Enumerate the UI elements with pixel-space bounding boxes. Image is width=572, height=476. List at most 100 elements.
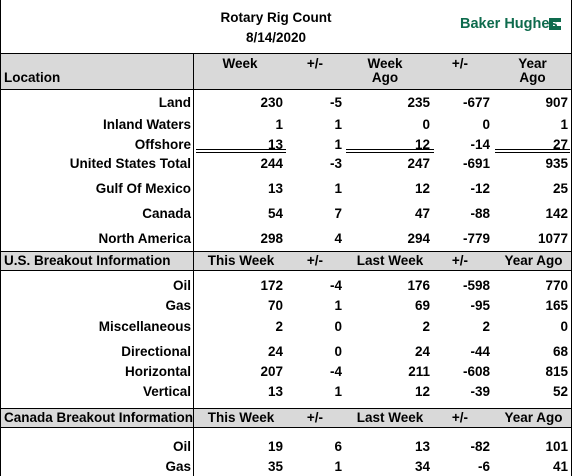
location-row-cell-year-ago: 1: [560, 117, 568, 132]
canada-row-row-label: Oil: [172, 439, 191, 454]
location-label: Location: [4, 70, 61, 85]
us-row-cell-change-year: -39: [470, 384, 490, 399]
location-header-band: [0, 53, 572, 89]
canada-row-cell-change: 6: [334, 439, 342, 454]
location-row-cell-week: 1: [275, 117, 283, 132]
us-row-cell-change: 0: [334, 344, 342, 359]
grid-line: [0, 0, 1, 476]
location-row-cell-week: 230: [260, 95, 283, 110]
grid-line: [193, 53, 194, 476]
rule: [0, 427, 572, 428]
canada-col-year-ago: Year Ago: [504, 410, 563, 425]
us-row-cell-change-year: 2: [482, 319, 490, 334]
us-col-change-year: +/-: [451, 253, 469, 268]
canada-row-cell-year-ago: 101: [545, 439, 568, 454]
location-row-cell-week: 13: [267, 181, 283, 196]
location-row-row-label: United States Total: [69, 156, 191, 171]
location-row-cell-change-year: -12: [470, 181, 490, 196]
canada-row-cell-week-ago: 34: [414, 459, 430, 474]
us-row-cell-change-year: -44: [470, 344, 490, 359]
us-row-cell-week: 207: [260, 364, 283, 379]
location-row-cell-week-ago: 294: [407, 231, 430, 246]
us-row-cell-week-ago: 24: [414, 344, 430, 359]
location-row-row-label: North America: [98, 231, 191, 246]
us-row-cell-year-ago: 68: [552, 344, 568, 359]
location-row-cell-change-year: -677: [462, 95, 490, 110]
location-row-cell-year-ago: 907: [545, 95, 568, 110]
location-row-cell-year-ago: 142: [545, 206, 568, 221]
total-underline: [495, 149, 570, 153]
col-week: Week: [222, 56, 258, 71]
us-row-cell-week-ago: 211: [408, 364, 430, 379]
baker-hughes-logo: Baker Hughes: [460, 16, 558, 32]
us-row-cell-change-year: -598: [462, 278, 490, 293]
us-row-row-label: Miscellaneous: [98, 319, 191, 334]
location-row-row-label: Offshore: [134, 137, 191, 152]
us-breakout-label: U.S. Breakout Information: [4, 253, 171, 268]
location-row-cell-year-ago: 935: [545, 156, 568, 171]
canada-row-cell-change-year: -82: [470, 439, 490, 454]
location-row-cell-year-ago: 27: [552, 137, 568, 152]
us-row-cell-week: 70: [267, 298, 283, 313]
location-row-cell-week-ago: 12: [414, 137, 430, 152]
location-row-cell-week: 54: [267, 206, 283, 221]
col-week-ago-line2: Ago: [371, 70, 399, 85]
location-row-cell-week: 298: [260, 231, 283, 246]
us-row-cell-year-ago: 815: [545, 364, 568, 379]
us-row-cell-change: -4: [329, 364, 342, 379]
us-row-row-label: Gas: [165, 298, 191, 313]
location-row-cell-week-ago: 235: [407, 95, 430, 110]
us-col-change: +/-: [306, 253, 324, 268]
us-row-cell-week-ago: 69: [414, 298, 430, 313]
location-row-cell-change-year: 0: [482, 117, 490, 132]
location-row-row-label: Land: [158, 95, 191, 110]
us-col-last-week: Last Week: [356, 253, 424, 268]
location-row-cell-change: -5: [329, 95, 342, 110]
canada-col-change: +/-: [306, 410, 324, 425]
us-row-cell-week: 24: [267, 344, 283, 359]
us-row-row-label: Vertical: [142, 384, 191, 399]
location-row-cell-change: 4: [334, 231, 342, 246]
location-row-cell-week-ago: 47: [414, 206, 430, 221]
us-row-cell-week: 172: [260, 278, 283, 293]
location-row-cell-week-ago: 12: [414, 181, 430, 196]
us-row-cell-week: 2: [275, 319, 283, 334]
report-title: Rotary Rig Count: [220, 10, 332, 25]
location-row-row-label: Gulf Of Mexico: [95, 181, 191, 196]
col-year-ago-line2: Ago: [519, 70, 546, 85]
us-row-cell-week-ago: 176: [407, 278, 430, 293]
canada-row-cell-year-ago: 41: [552, 459, 568, 474]
location-row-row-label: Canada: [142, 206, 191, 221]
location-row-cell-week: 244: [260, 156, 283, 171]
us-row-cell-change-year: -608: [462, 364, 490, 379]
location-row-cell-year-ago: 25: [552, 181, 568, 196]
us-row-cell-year-ago: 52: [552, 384, 568, 399]
us-row-cell-change: -4: [329, 278, 342, 293]
us-row-cell-week-ago: 12: [414, 384, 430, 399]
rule: [0, 89, 572, 90]
us-row-cell-change-year: -95: [470, 298, 490, 313]
canada-row-cell-week-ago: 13: [414, 439, 430, 454]
us-col-year-ago: Year Ago: [504, 253, 563, 268]
location-row-cell-change: -3: [329, 156, 342, 171]
col-change: +/-: [306, 56, 324, 71]
total-underline: [196, 149, 286, 153]
location-row-cell-week: 13: [267, 137, 283, 152]
us-row-cell-week-ago: 2: [422, 319, 430, 334]
us-row-cell-change: 1: [334, 298, 342, 313]
rule: [0, 251, 572, 252]
us-row-cell-change: 1: [334, 384, 342, 399]
canada-row-cell-change-year: -6: [477, 459, 490, 474]
canada-row-cell-change: 1: [334, 459, 342, 474]
report-date: 8/14/2020: [245, 30, 307, 45]
location-row-cell-year-ago: 1077: [537, 231, 568, 246]
us-row-cell-change: 0: [334, 319, 342, 334]
us-row-cell-year-ago: 0: [560, 319, 568, 334]
col-year-ago-line1: Year: [518, 56, 547, 71]
col-change-year: +/-: [451, 56, 469, 71]
total-underline: [346, 149, 434, 153]
canada-breakout-header-band: [0, 408, 572, 427]
location-row-cell-change: 1: [334, 117, 342, 132]
location-row-row-label: Inland Waters: [102, 117, 191, 132]
